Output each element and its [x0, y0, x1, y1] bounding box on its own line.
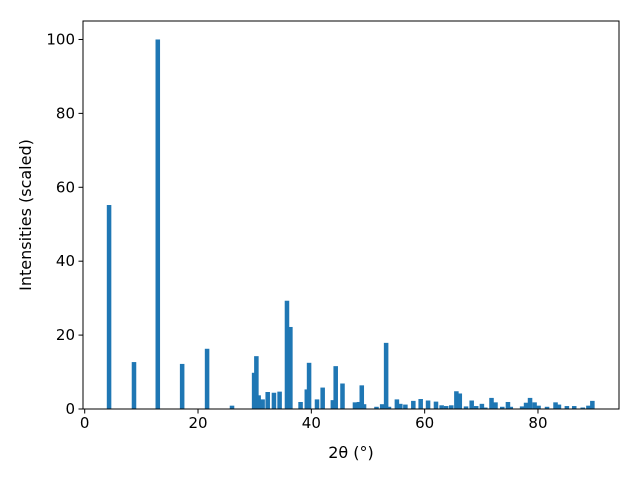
- y-tick-label: 80: [56, 104, 75, 122]
- bar: [449, 405, 454, 409]
- bar: [333, 366, 338, 409]
- x-tick-label: 20: [188, 414, 207, 432]
- bar: [155, 39, 161, 409]
- x-tick-label: 0: [80, 414, 90, 432]
- x-axis-label: 2θ (°): [328, 443, 374, 462]
- bar: [314, 399, 320, 409]
- bar: [352, 402, 358, 409]
- bar: [229, 405, 235, 409]
- bar: [469, 400, 474, 409]
- bar: [443, 406, 449, 409]
- bar: [571, 406, 577, 409]
- bar: [359, 385, 365, 409]
- bar: [564, 406, 570, 409]
- bar: [425, 400, 431, 409]
- bar: [489, 397, 494, 409]
- y-tick-label: 20: [56, 326, 75, 344]
- y-tick-label: 0: [65, 400, 75, 418]
- bar: [463, 406, 469, 409]
- bar: [271, 392, 277, 409]
- bar: [340, 383, 345, 409]
- plot-area-frame: [82, 20, 620, 410]
- bar: [106, 205, 112, 409]
- bar: [536, 405, 541, 409]
- bar: [383, 342, 389, 409]
- bar: [479, 403, 485, 409]
- bar: [553, 402, 558, 409]
- bar: [500, 406, 505, 409]
- bar: [493, 402, 498, 409]
- y-tick-label: 60: [56, 178, 75, 196]
- bar: [556, 404, 562, 409]
- bar: [260, 399, 265, 409]
- bar: [580, 407, 585, 409]
- bar: [320, 387, 325, 409]
- y-tick-label: 100: [46, 30, 75, 48]
- bar: [386, 406, 392, 409]
- bar: [256, 395, 261, 409]
- y-axis: 0 20 40 60 80 100: [46, 30, 83, 418]
- bar: [523, 402, 529, 409]
- bar: [454, 391, 459, 409]
- bar: [361, 404, 367, 409]
- bar: [306, 362, 312, 409]
- bar: [439, 405, 444, 409]
- bar: [265, 392, 270, 409]
- bar: [483, 407, 488, 409]
- bar: [433, 401, 439, 409]
- bar: [298, 401, 303, 409]
- x-axis: 0 20 40 60 80: [80, 409, 548, 432]
- bar: [418, 399, 423, 409]
- bar: [532, 402, 537, 409]
- bar: [179, 363, 185, 409]
- bar: [508, 406, 514, 409]
- bars-layer: [106, 39, 595, 409]
- bar: [519, 406, 525, 409]
- bar: [505, 401, 511, 409]
- bar: [304, 389, 310, 409]
- bar: [590, 400, 595, 409]
- x-tick-label: 60: [415, 414, 434, 432]
- y-tick-label: 40: [56, 252, 75, 270]
- bar: [277, 391, 282, 409]
- bar: [330, 400, 336, 409]
- bar: [457, 393, 463, 409]
- bar: [544, 406, 550, 409]
- bar: [254, 356, 259, 409]
- bar: [204, 348, 210, 409]
- bar: [284, 300, 290, 409]
- bar: [356, 401, 362, 409]
- bar: [473, 406, 479, 409]
- bar: [374, 406, 379, 409]
- bar: [394, 399, 400, 409]
- x-tick-label: 40: [302, 414, 321, 432]
- bar: [527, 397, 533, 409]
- bar: [411, 400, 416, 409]
- bar: [398, 403, 403, 409]
- x-tick-label: 80: [528, 414, 547, 432]
- bar: [379, 404, 385, 409]
- y-axis-label: Intensities (scaled): [16, 139, 35, 291]
- bar: [131, 362, 137, 409]
- bar: [288, 326, 293, 409]
- bar: [403, 404, 408, 409]
- bar: [586, 405, 591, 409]
